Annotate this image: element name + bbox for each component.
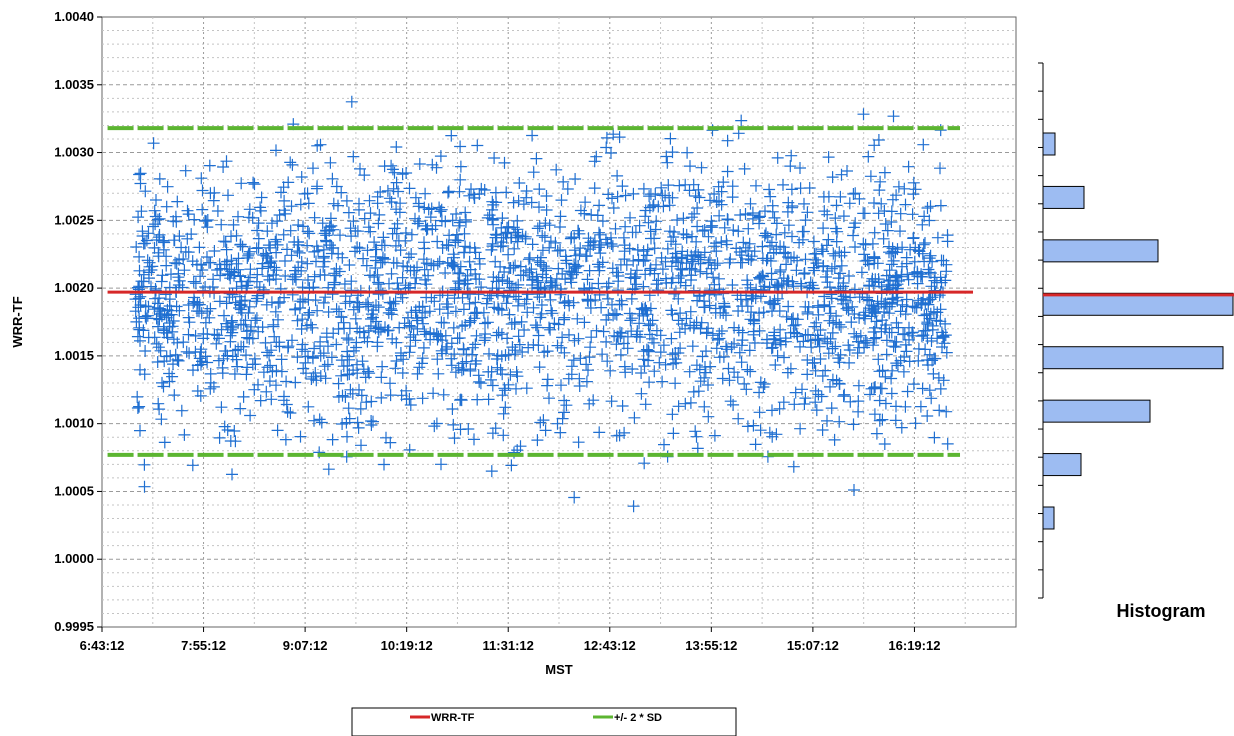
- y-tick-label: 1.0035: [54, 77, 94, 92]
- x-axis: 6:43:12 7:55:12 9:07:12 10:19:12 11:31:12 12:…: [80, 627, 940, 653]
- x-tick-label: 15:07:12: [787, 638, 839, 653]
- histogram-bar: [1042, 292, 1234, 316]
- scatter-points: [129, 95, 954, 513]
- y-tick-label: 0.9995: [54, 619, 94, 634]
- y-axis: 0.9995 1.0000 1.0005 1.0010 1.0015 1.0020 1.00…: [54, 9, 102, 634]
- x-tick-label: 9:07:12: [283, 638, 328, 653]
- y-tick-label: 1.0030: [54, 145, 94, 160]
- x-tick-label: 16:19:12: [888, 638, 940, 653]
- x-tick-label: 7:55:12: [181, 638, 226, 653]
- histogram-bar: [1042, 506, 1055, 530]
- y-tick-label: 1.0015: [54, 348, 94, 363]
- y-tick-label: 1.0005: [54, 483, 94, 498]
- y-tick-label: 1.0000: [54, 551, 94, 566]
- histogram-bar: [1042, 399, 1151, 423]
- x-tick-label: 11:31:12: [483, 638, 534, 653]
- histogram-bar: [1042, 185, 1085, 209]
- reference-lines: [107, 126, 974, 457]
- x-tick-label: 12:43:12: [584, 638, 636, 653]
- y-tick-label: 1.0025: [54, 212, 94, 227]
- histogram-bar: [1042, 346, 1224, 370]
- x-tick-label: 13:55:12: [685, 638, 737, 653]
- histogram-bar: [1042, 453, 1082, 477]
- grid: [102, 17, 1016, 627]
- legend: WRR-TF +/- 2 * SD: [351, 707, 737, 736]
- y-tick-label: 1.0040: [54, 9, 94, 24]
- x-tick-label: 10:19:12: [381, 638, 433, 653]
- scatter-marker: [129, 95, 954, 513]
- histogram-bar: [1042, 239, 1159, 263]
- legend-box: [351, 707, 737, 736]
- y-axis-title: WRR-TF: [10, 296, 25, 347]
- legend-label-wrr-tf: WRR-TF: [431, 712, 475, 724]
- y-tick-label: 1.0010: [54, 416, 94, 431]
- histogram-bar: [1042, 132, 1056, 156]
- y-tick-label: 1.0020: [54, 280, 94, 295]
- legend-label-2sd: +/- 2 * SD: [614, 712, 662, 724]
- x-axis-title: MST: [545, 662, 573, 677]
- histogram-title: Histogram: [1116, 601, 1205, 621]
- histogram: [1038, 62, 1234, 599]
- x-tick-label: 6:43:12: [80, 638, 125, 653]
